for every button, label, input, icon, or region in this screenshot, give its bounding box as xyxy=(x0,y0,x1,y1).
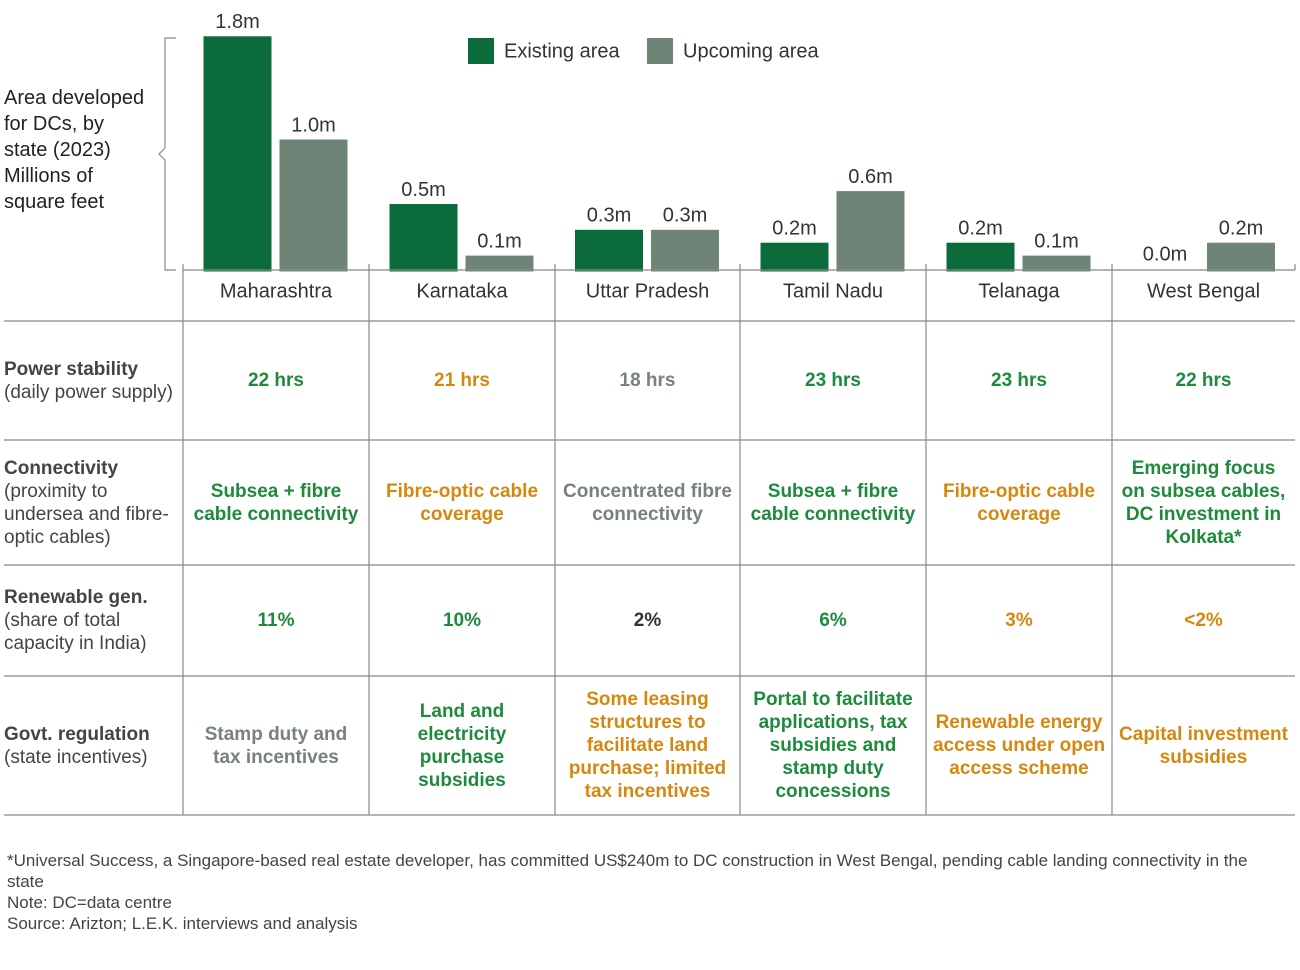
table-cell: 23 hrs xyxy=(805,370,861,391)
table-cell: <2% xyxy=(1184,610,1223,631)
bar xyxy=(1022,255,1091,272)
table-cell: 10% xyxy=(442,610,482,631)
value-label: 0.2m xyxy=(958,217,1002,239)
row-subtitle: (state incentives) xyxy=(4,746,148,768)
row-subtitle: (daily power supply) xyxy=(4,381,173,403)
table-cell: Fibre-optic cable coverage xyxy=(942,480,1096,525)
footnote: Note: DC=data centre xyxy=(7,893,172,912)
value-label: 1.0m xyxy=(291,114,335,136)
table-cell: 22 hrs xyxy=(1175,370,1232,391)
y-axis-label: square feet xyxy=(4,191,105,213)
row-title: Govt. regulation xyxy=(4,723,150,745)
bar xyxy=(836,191,905,272)
bar xyxy=(575,229,643,272)
table-cell: 11% xyxy=(257,610,295,631)
bar xyxy=(946,242,1015,272)
legend-swatch xyxy=(647,38,673,64)
bar xyxy=(1207,242,1275,272)
footnotes: *Universal Success, a Singapore-based re… xyxy=(7,850,1287,934)
table-cell: Stamp duty and tax incentives xyxy=(204,723,348,768)
y-axis-label: for DCs, by xyxy=(4,113,105,135)
category-label: Tamil Nadu xyxy=(783,280,883,302)
value-label: 0.6m xyxy=(848,166,892,188)
table-cell: Renewable energy access under open acces… xyxy=(932,712,1106,779)
brace xyxy=(158,37,176,271)
row-header: Power stability (daily power supply) xyxy=(4,321,182,440)
legend-label: Upcoming area xyxy=(683,40,820,62)
category-label: Karnataka xyxy=(416,280,508,302)
table-cell: Land and electricity purchase subsidies xyxy=(417,700,507,791)
value-label: 1.8m xyxy=(215,11,259,33)
value-label: 0.1m xyxy=(1034,230,1078,252)
table-cell: 3% xyxy=(1005,610,1033,631)
y-axis-label: Millions of xyxy=(4,165,93,187)
value-label: 0.5m xyxy=(401,179,445,201)
table-cell: Portal to facilitate applications, tax s… xyxy=(753,689,913,802)
bar xyxy=(279,139,348,272)
row-header: Connectivity (proximity to undersea and f… xyxy=(4,440,182,565)
bar xyxy=(465,255,534,272)
value-label: 0.2m xyxy=(772,217,816,239)
category-label: Maharashtra xyxy=(220,280,333,302)
table-cell: 22 hrs xyxy=(248,370,304,391)
legend-swatch xyxy=(468,38,494,64)
table-cell: 18 hrs xyxy=(619,370,676,391)
category-label: Uttar Pradesh xyxy=(586,280,709,302)
row-title: Connectivity xyxy=(4,457,119,479)
row-header: Renewable gen. (share of total capacity i… xyxy=(4,565,182,676)
table-cell: Concentrated fibre connectivity xyxy=(563,480,732,525)
value-label: 0.3m xyxy=(587,205,631,227)
table-cell: 6% xyxy=(819,610,847,631)
category-label: Telanaga xyxy=(978,280,1060,302)
value-label: 0.2m xyxy=(1219,217,1263,239)
table-cell: 23 hrs xyxy=(991,370,1047,391)
value-label: 0.3m xyxy=(663,205,707,227)
y-axis-label: Area developed xyxy=(4,87,145,109)
value-label: 0.1m xyxy=(477,230,521,252)
table-cell: 2% xyxy=(633,610,662,631)
table-cell: Capital investment subsidies xyxy=(1119,723,1288,768)
row-header: Govt. regulation (state incentives) xyxy=(4,676,182,815)
bar xyxy=(389,204,458,272)
table-cell: Emerging focus on subsea cables, DC inve… xyxy=(1121,457,1286,548)
table-cell: 21 hrs xyxy=(434,370,490,391)
row-title: Power stability xyxy=(4,358,139,380)
value-label: 0.0m xyxy=(1143,243,1187,265)
legend-label: Existing area xyxy=(504,40,620,62)
bar xyxy=(760,242,829,272)
table-cell: Fibre-optic cable coverage xyxy=(385,480,539,525)
row-subtitle: (proximity to undersea and fibre-optic c… xyxy=(4,480,169,548)
table-cell: Some leasing structures to facilitate la… xyxy=(568,689,727,802)
table-cell: Subsea + fibre cable connectivity xyxy=(750,480,916,525)
bar xyxy=(203,36,272,272)
row-title: Renewable gen. xyxy=(4,587,148,608)
footnote: *Universal Success, a Singapore-based re… xyxy=(7,851,1248,891)
footnote: Source: Arizton; L.E.K. interviews and a… xyxy=(7,914,358,933)
bar xyxy=(651,229,719,272)
row-subtitle: (share of total capacity in India) xyxy=(4,610,147,654)
table-cell: Subsea + fibre cable connectivity xyxy=(193,480,359,525)
y-axis-label: state (2023) xyxy=(4,139,111,161)
category-label: West Bengal xyxy=(1147,280,1260,302)
